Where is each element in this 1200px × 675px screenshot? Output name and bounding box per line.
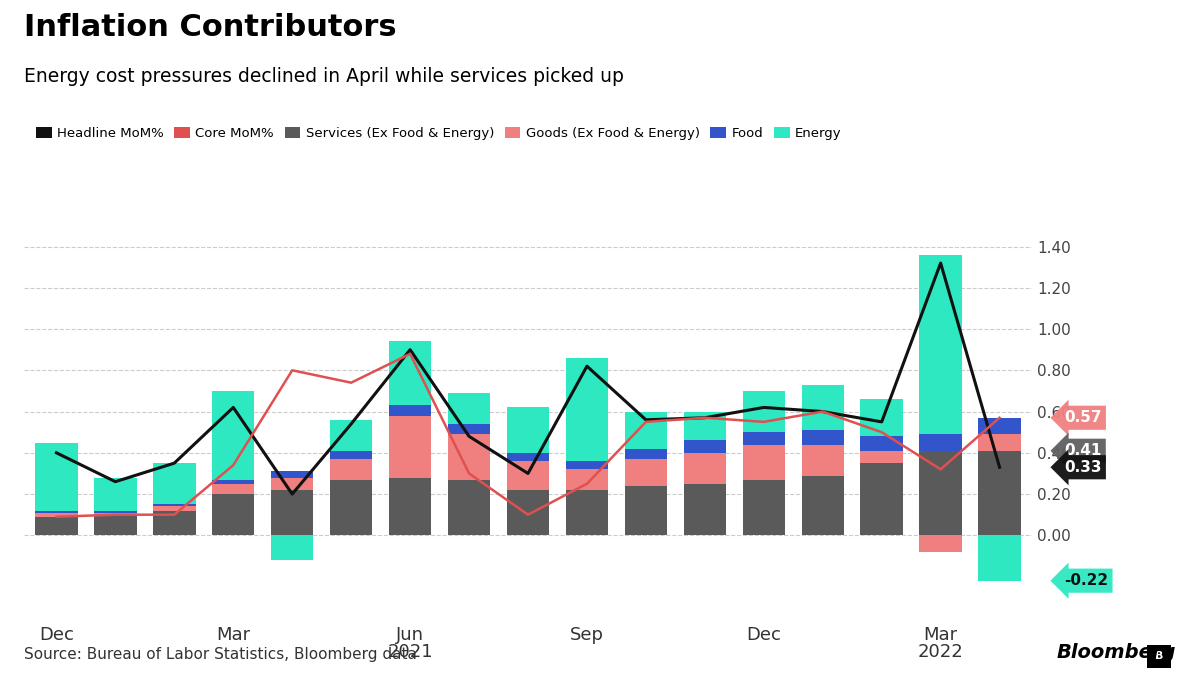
Bar — [743, 480, 785, 535]
Text: 2021: 2021 — [388, 643, 433, 661]
Bar — [506, 453, 550, 461]
Bar — [389, 416, 431, 478]
Bar — [212, 391, 254, 480]
Bar — [212, 494, 254, 535]
Text: Bloomberg: Bloomberg — [1056, 643, 1176, 662]
Bar — [802, 475, 844, 535]
Text: Mar: Mar — [924, 626, 958, 644]
Bar — [154, 504, 196, 506]
Bar — [684, 412, 726, 441]
Bar — [506, 461, 550, 490]
Bar — [802, 445, 844, 475]
Bar — [506, 490, 550, 535]
Legend: Headline MoM%, Core MoM%, Services (Ex Food & Energy), Goods (Ex Food & Energy),: Headline MoM%, Core MoM%, Services (Ex F… — [30, 122, 847, 145]
Bar — [743, 445, 785, 480]
Bar — [212, 480, 254, 484]
Bar — [271, 471, 313, 478]
Bar — [212, 484, 254, 494]
Text: Dec: Dec — [38, 626, 74, 644]
Text: 0.33: 0.33 — [1064, 460, 1102, 475]
Text: 0.57: 0.57 — [1064, 410, 1102, 425]
Bar — [448, 393, 491, 424]
Bar — [330, 459, 372, 480]
Bar — [565, 490, 608, 535]
Bar — [94, 514, 137, 535]
Bar — [625, 486, 667, 535]
Bar — [919, 451, 962, 535]
Bar — [35, 512, 78, 517]
Bar — [743, 432, 785, 445]
Bar — [330, 480, 372, 535]
Text: Sep: Sep — [570, 626, 604, 644]
Bar — [978, 451, 1021, 535]
Bar — [271, 490, 313, 535]
Bar — [919, 255, 962, 434]
Bar — [743, 391, 785, 432]
Bar — [860, 451, 902, 463]
Bar — [448, 434, 491, 480]
Bar — [154, 463, 196, 504]
Bar — [389, 478, 431, 535]
Bar — [860, 436, 902, 451]
Bar — [271, 535, 313, 560]
Bar — [860, 463, 902, 535]
Bar — [625, 449, 667, 459]
Text: Source: Bureau of Labor Statistics, Bloomberg data: Source: Bureau of Labor Statistics, Bloo… — [24, 647, 416, 662]
Bar — [271, 478, 313, 490]
Bar — [919, 535, 962, 552]
Text: Jun: Jun — [396, 626, 424, 644]
Bar — [448, 424, 491, 434]
Bar — [389, 342, 431, 406]
Text: 0.41: 0.41 — [1064, 443, 1102, 458]
Bar — [94, 512, 137, 514]
Bar — [389, 406, 431, 416]
Text: Mar: Mar — [216, 626, 251, 644]
Text: 2022: 2022 — [918, 643, 964, 661]
Bar — [94, 478, 137, 510]
Bar — [154, 506, 196, 510]
Bar — [978, 418, 1021, 434]
Text: Energy cost pressures declined in April while services picked up: Energy cost pressures declined in April … — [24, 68, 624, 86]
Bar — [978, 434, 1021, 451]
Text: Inflation Contributors: Inflation Contributors — [24, 14, 397, 43]
Bar — [154, 510, 196, 535]
Bar — [565, 469, 608, 490]
Bar — [625, 459, 667, 486]
Bar — [684, 453, 726, 484]
Bar — [448, 480, 491, 535]
Bar — [978, 535, 1021, 580]
Bar — [330, 420, 372, 451]
Bar — [802, 385, 844, 430]
Bar — [919, 434, 962, 451]
Bar — [860, 399, 902, 436]
Bar — [684, 441, 726, 453]
Bar — [565, 461, 608, 469]
Bar — [35, 517, 78, 535]
Bar — [330, 451, 372, 459]
Bar — [625, 412, 667, 449]
Bar — [802, 430, 844, 445]
Text: -0.22: -0.22 — [1064, 573, 1108, 588]
Bar — [506, 408, 550, 453]
Bar — [35, 510, 78, 512]
Bar — [565, 358, 608, 461]
Bar — [684, 484, 726, 535]
Text: Dec: Dec — [746, 626, 781, 644]
Bar — [35, 443, 78, 510]
Bar — [94, 510, 137, 512]
Text: B: B — [1156, 651, 1163, 662]
